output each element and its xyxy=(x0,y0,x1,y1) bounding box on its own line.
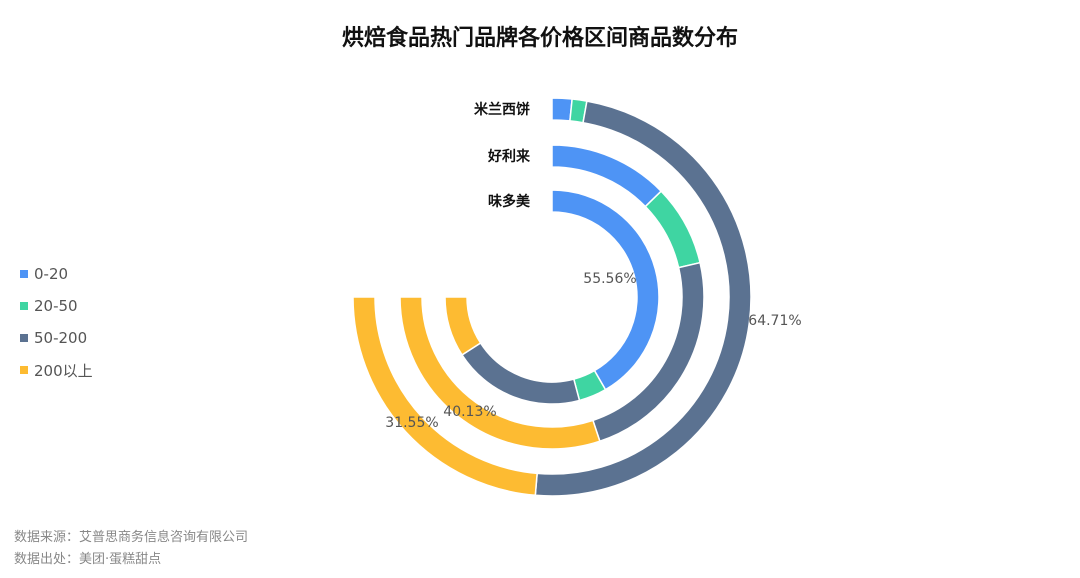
legend-item-200-plus[interactable]: 200以上 xyxy=(20,354,93,386)
data-label: 55.56% xyxy=(583,271,636,287)
bar-好利来-200以上[interactable] xyxy=(399,296,601,450)
legend-label: 200以上 xyxy=(34,361,93,380)
bar-好利来-20-50[interactable] xyxy=(644,190,701,269)
legend-swatch xyxy=(20,302,28,310)
bar-米兰西饼-200以上[interactable] xyxy=(352,296,538,497)
data-label: 31.55% xyxy=(385,415,438,431)
bar-味多美-200以上[interactable] xyxy=(444,296,482,356)
chart-title: 烘焙食品热门品牌各价格区间商品数分布 xyxy=(341,26,738,51)
category-label: 味多美 xyxy=(488,193,531,210)
legend-item-20-50[interactable]: 20-50 xyxy=(20,290,93,322)
legend-item-50-200[interactable]: 50-200 xyxy=(20,322,93,354)
bar-味多美-0-20[interactable] xyxy=(551,189,660,391)
legend: 0-20 20-50 50-200 200以上 xyxy=(20,258,93,386)
legend-label: 50-200 xyxy=(34,329,88,347)
legend-item-0-20[interactable]: 0-20 xyxy=(20,258,93,290)
legend-swatch xyxy=(20,366,28,374)
bar-米兰西饼-0-20[interactable] xyxy=(551,97,573,122)
category-label: 好利来 xyxy=(487,148,531,165)
data-label: 64.71% xyxy=(748,313,801,329)
legend-swatch xyxy=(20,270,28,278)
data-source: 数据来源：艾普思商务信息咨询有限公司 xyxy=(14,530,249,545)
footer: 数据来源：艾普思商务信息咨询有限公司 数据出处：美团·蛋糕甜点 xyxy=(14,527,248,571)
category-label: 米兰西饼 xyxy=(474,101,530,118)
legend-swatch xyxy=(20,334,28,342)
data-label: 40.13% xyxy=(443,404,496,420)
bar-味多美-50-200[interactable] xyxy=(460,341,581,405)
legend-label: 0-20 xyxy=(34,265,69,283)
legend-label: 20-50 xyxy=(34,297,78,315)
data-origin: 数据出处：美团·蛋糕甜点 xyxy=(14,552,162,567)
